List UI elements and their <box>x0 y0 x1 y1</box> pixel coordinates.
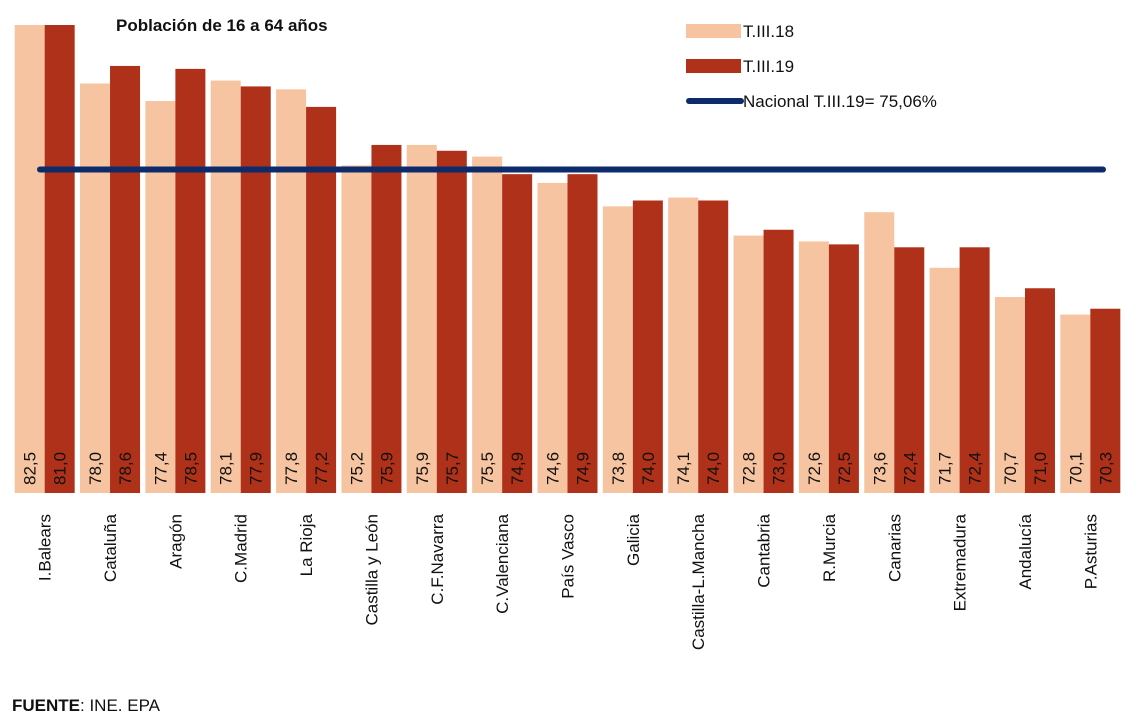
source-label: FUENTE <box>12 696 80 715</box>
value-label: 75,9 <box>377 452 396 485</box>
bar <box>733 235 764 493</box>
bar <box>371 144 402 493</box>
legend-label: Nacional T.III.19= 75,06% <box>743 92 937 111</box>
bar <box>14 25 45 493</box>
bar <box>80 83 111 493</box>
bar <box>602 206 633 493</box>
legend-swatch <box>686 24 741 38</box>
x-tick-label: I.Balears <box>36 514 55 581</box>
value-label: 70,1 <box>1066 452 1085 485</box>
bar <box>110 65 141 493</box>
value-label: 78,0 <box>86 452 105 485</box>
bar <box>44 25 75 493</box>
value-label: 75,7 <box>443 452 462 485</box>
value-label: 72,6 <box>805 452 824 485</box>
x-tick-label: País Vasco <box>559 514 578 599</box>
x-tick-label: R.Murcia <box>820 513 839 582</box>
value-label: 74,0 <box>704 452 723 485</box>
bar <box>959 247 990 493</box>
bar <box>763 229 794 493</box>
source-note: FUENTE: INE. EPA <box>12 696 161 715</box>
plot-area <box>14 25 1121 493</box>
x-tick-label: C.Valenciana <box>493 513 512 613</box>
legend-swatch <box>686 59 741 73</box>
bar <box>864 212 895 493</box>
x-tick-label: Canarias <box>885 514 904 582</box>
bar <box>406 144 437 493</box>
value-label: 72,8 <box>740 452 759 485</box>
x-tick-label: Aragón <box>166 514 185 569</box>
x-tick-label: Castilla-L.Mancha <box>689 513 708 650</box>
value-label: 78,1 <box>217 452 236 485</box>
value-label: 70,3 <box>1096 452 1115 485</box>
value-label: 74,9 <box>508 452 527 485</box>
x-tick-label: Extremadura <box>951 513 970 611</box>
value-label: 73,6 <box>870 452 889 485</box>
bar <box>175 68 206 493</box>
source-text: : INE. EPA <box>80 696 161 715</box>
value-label: 73,8 <box>609 452 628 485</box>
x-tick-label: Cataluña <box>101 513 120 582</box>
x-tick-label: Galicia <box>624 513 643 566</box>
bar <box>798 241 829 493</box>
x-tick-label: La Rioja <box>297 513 316 576</box>
bar <box>210 80 241 493</box>
value-label: 78,6 <box>116 452 135 485</box>
value-label: 77,9 <box>247 452 266 485</box>
x-tick-label: Castilla y León <box>362 514 381 626</box>
bar <box>994 297 1025 493</box>
value-label: 72,4 <box>900 452 919 485</box>
x-tick-label: C.Madrid <box>232 514 251 583</box>
bar <box>894 247 925 493</box>
value-label: 70,7 <box>1001 452 1020 485</box>
value-label: 77,8 <box>282 452 301 485</box>
bar <box>929 267 960 493</box>
value-label: 72,4 <box>966 452 985 485</box>
x-tick-label: P.Asturias <box>1081 514 1100 589</box>
value-label: 82,5 <box>21 452 40 485</box>
bar <box>632 200 663 493</box>
value-label: 78,5 <box>181 452 200 485</box>
value-label: 74,1 <box>674 452 693 485</box>
legend-label: T.III.18 <box>743 22 794 41</box>
bar <box>145 101 176 493</box>
value-label: 71,7 <box>936 452 955 485</box>
value-label: 81,0 <box>51 452 70 485</box>
value-label: 75,5 <box>478 452 497 485</box>
value-label: 77,2 <box>312 452 331 485</box>
bar <box>436 150 467 493</box>
bar <box>668 197 699 493</box>
bar <box>1090 308 1121 493</box>
bar <box>502 174 533 493</box>
legend-label: T.III.19 <box>743 57 794 76</box>
bar <box>537 182 568 493</box>
x-tick-label: Andalucía <box>1016 513 1035 589</box>
x-tick-label: Cantabria <box>755 513 774 587</box>
bar <box>472 156 503 493</box>
value-label: 77,4 <box>151 452 170 485</box>
value-label: 74,0 <box>639 452 658 485</box>
bar <box>341 165 372 493</box>
bar <box>1024 288 1055 493</box>
bar <box>1060 314 1091 493</box>
value-label: 74,6 <box>544 452 563 485</box>
x-tick-label: C.F.Navarra <box>428 513 447 604</box>
bar <box>828 244 859 493</box>
value-label: 75,2 <box>347 452 366 485</box>
bar <box>567 174 598 493</box>
chart-title: Población de 16 a 64 años <box>116 16 328 35</box>
bar <box>276 89 307 493</box>
bar <box>306 106 337 493</box>
value-label: 75,9 <box>413 452 432 485</box>
value-label: 73,0 <box>770 452 789 485</box>
bar <box>240 86 271 493</box>
bar <box>698 200 729 493</box>
value-label: 71,0 <box>1031 452 1050 485</box>
value-label: 74,9 <box>574 452 593 485</box>
value-label: 72,5 <box>835 452 854 485</box>
